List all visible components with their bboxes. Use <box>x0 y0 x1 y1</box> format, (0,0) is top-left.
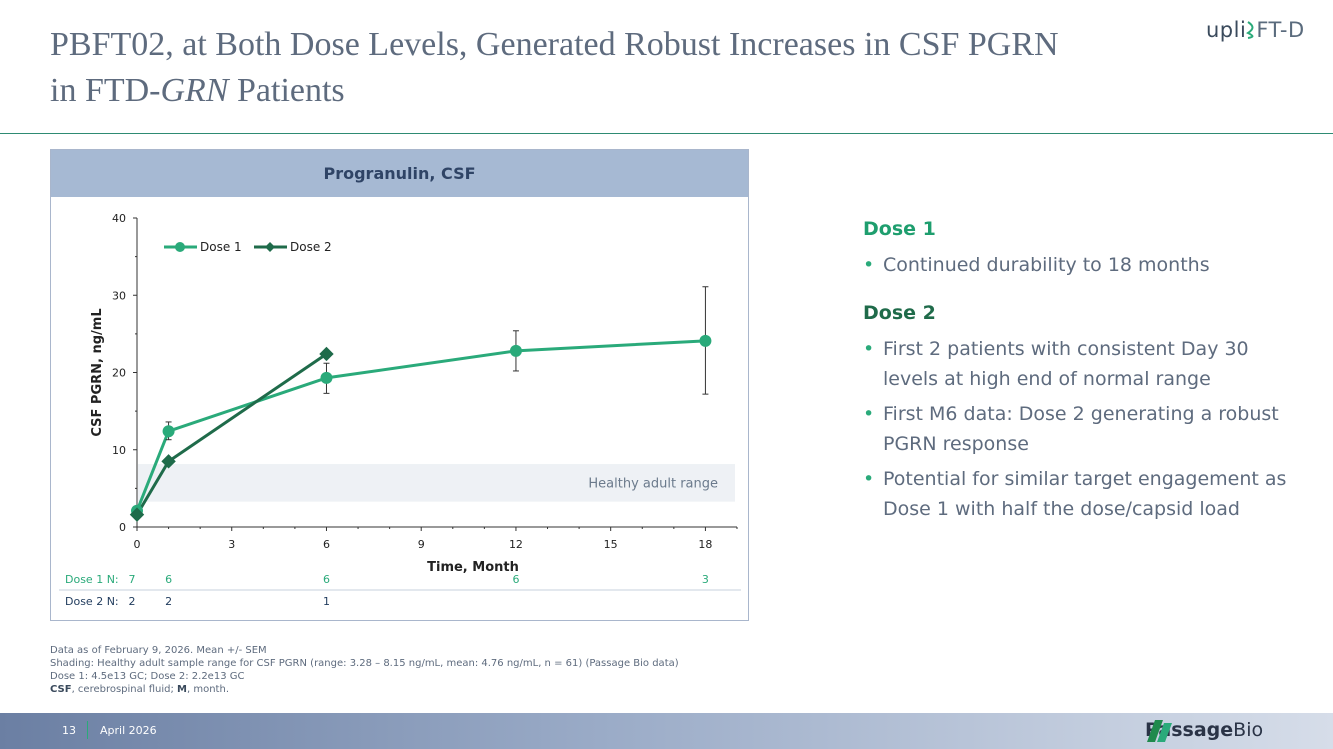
title-line-2-italic: GRN <box>160 72 229 109</box>
dose1-marker <box>320 371 333 384</box>
dose2-bullet: First 2 patients with consistent Day 30 … <box>863 334 1293 394</box>
footer-date: April 2026 <box>100 724 157 737</box>
x-tick-label: 6 <box>323 538 330 551</box>
y-tick-label: 10 <box>112 444 126 457</box>
brand-prefix: upli <box>1206 18 1247 42</box>
dose2-marker <box>161 454 176 469</box>
dose1-n-label: Dose 1 N: <box>65 573 119 586</box>
dose2-bullet: First M6 data: Dose 2 generating a robus… <box>863 399 1293 459</box>
x-axis-label: Time, Month <box>427 560 519 575</box>
title-divider <box>0 133 1333 134</box>
dose1-bullets: Continued durability to 18 months <box>863 250 1293 280</box>
page-number: 13 <box>62 724 76 737</box>
x-tick-label: 3 <box>228 538 235 551</box>
uplift-d-logo: upli FT-D <box>1206 18 1305 42</box>
chart-title: Progranulin, CSF <box>51 150 748 197</box>
footnotes: Data as of February 9, 2026. Mean +/- SE… <box>50 644 679 696</box>
abbr-m: M <box>177 684 187 695</box>
key-findings: Dose 1 Continued durability to 18 months… <box>863 218 1293 529</box>
x-tick-label: 15 <box>604 538 618 551</box>
dose2-marker <box>129 507 145 522</box>
dose1-marker <box>699 334 712 347</box>
y-tick-label: 0 <box>119 521 126 534</box>
legend-dose1-label: Dose 1 <box>200 240 242 254</box>
legend-dose1-marker <box>175 242 185 252</box>
dose2-marker <box>319 346 334 362</box>
dose1-n-value: 7 <box>129 573 136 586</box>
footnote-shading: Shading: Healthy adult sample range for … <box>50 658 679 669</box>
footnote-doses: Dose 1: 4.5e13 GC; Dose 2: 2.2e13 GC <box>50 671 245 682</box>
dose2-n-value: 2 <box>129 595 136 608</box>
footnote-data-date: Data as of February 9, 2026. Mean +/- SE… <box>50 645 267 656</box>
dose1-heading: Dose 1 <box>863 218 936 240</box>
healthy-range-band <box>138 464 735 502</box>
title-line-2-suffix: Patients <box>228 72 345 109</box>
dose1-n-value: 6 <box>512 573 519 586</box>
footer-bar: 13 April 2026 Passage Bio <box>0 713 1333 749</box>
dose2-n-value: 1 <box>323 595 330 608</box>
company-suffix: Bio <box>1233 719 1264 741</box>
slide-title: PBFT02, at Both Dose Levels, Generated R… <box>50 22 1220 114</box>
footnote-abbreviations: CSF, cerebrospinal fluid; M, month. <box>50 683 679 696</box>
dose2-n-value: 2 <box>165 595 172 608</box>
dose2-bullets: First 2 patients with consistent Day 30 … <box>863 334 1293 524</box>
passage-bio-logo: Passage Bio <box>1145 719 1264 742</box>
chart-area: Healthy adult range 0 10 20 30 40 0 3 6 9 12 15 18 Ti… <box>51 197 748 620</box>
abbr-csf: CSF <box>50 684 72 695</box>
dose1-n-value: 3 <box>702 573 709 586</box>
x-tick-label: 9 <box>418 538 425 551</box>
dna-helix-icon <box>1246 21 1254 39</box>
abbr-csf-def: , cerebrospinal fluid; <box>71 684 178 695</box>
y-tick-label: 20 <box>112 367 126 380</box>
footer-divider <box>87 721 88 739</box>
x-tick-label: 12 <box>509 538 523 551</box>
dose2-n-label: Dose 2 N: <box>65 595 119 608</box>
passage-bio-mark-icon <box>1147 720 1172 742</box>
title-line-1: PBFT02, at Both Dose Levels, Generated R… <box>50 26 1059 63</box>
x-tick-label: 18 <box>698 538 712 551</box>
title-line-2-prefix: in FTD- <box>50 72 161 109</box>
dose1-bullet: Continued durability to 18 months <box>863 250 1293 280</box>
dose2-heading: Dose 2 <box>863 302 936 324</box>
y-axis-label: CSF PGRN, ng/mL <box>90 308 105 436</box>
dose1-n-value: 6 <box>323 573 330 586</box>
y-tick-label: 30 <box>112 289 126 302</box>
x-tick-label: 0 <box>134 538 141 551</box>
brand-suffix: FT-D <box>1256 18 1305 42</box>
y-tick-label: 40 <box>112 212 126 225</box>
dose1-marker <box>509 344 522 357</box>
abbr-m-def: , month. <box>187 684 229 695</box>
dose1-n-value: 6 <box>165 573 172 586</box>
legend-dose2-label: Dose 2 <box>290 240 332 254</box>
legend-dose2-marker <box>265 242 275 252</box>
dose2-bullet: Potential for similar target engagement … <box>863 464 1293 524</box>
chart-panel: Progranulin, CSF Healthy adult range 0 10 2… <box>50 149 749 621</box>
dose1-marker <box>162 425 175 438</box>
healthy-range-label: Healthy adult range <box>588 477 718 492</box>
